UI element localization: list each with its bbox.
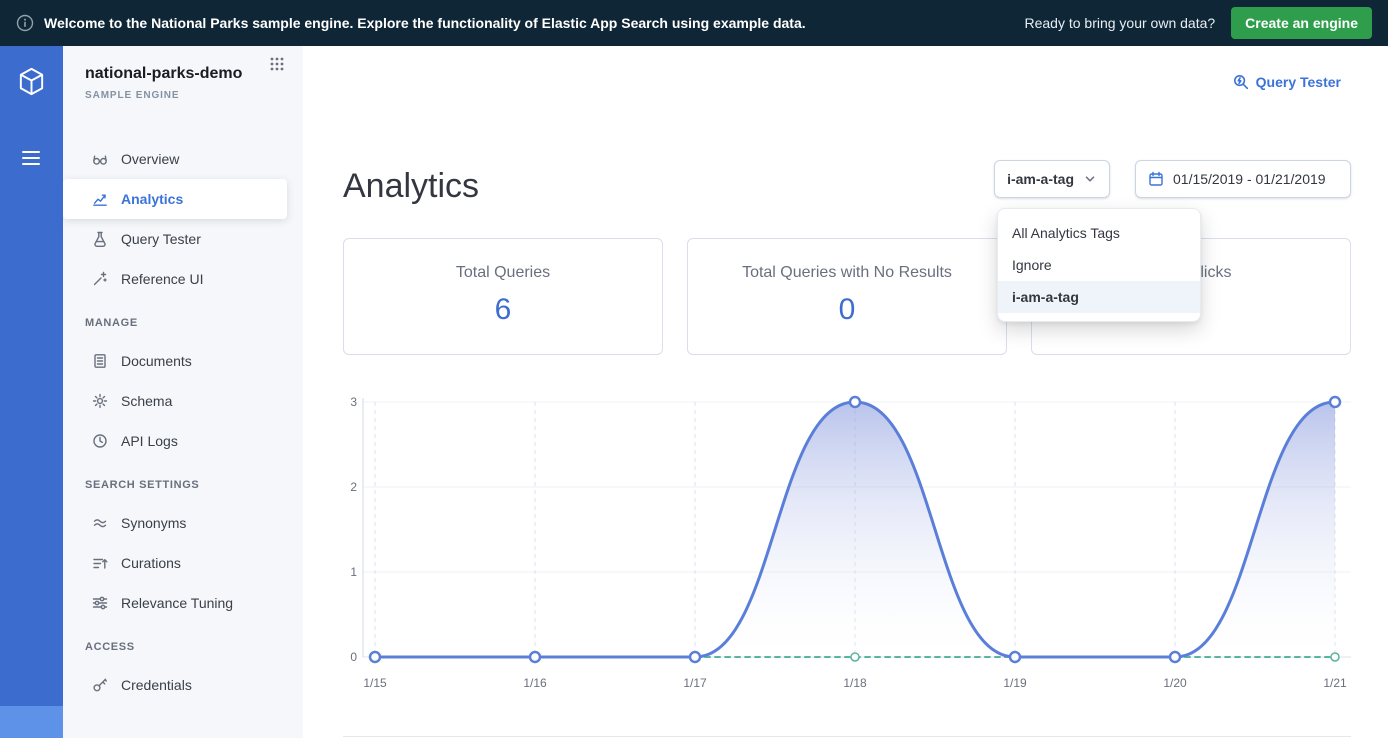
calendar-icon bbox=[1149, 171, 1163, 186]
sidebar-item-label: Curations bbox=[121, 555, 181, 571]
tag-option-ignore[interactable]: Ignore bbox=[1012, 257, 1052, 273]
banner-message: Welcome to the National Parks sample eng… bbox=[44, 15, 806, 31]
tag-filter-value: i-am-a-tag bbox=[1007, 171, 1074, 187]
rail-bottom-tile bbox=[0, 706, 63, 738]
sidebar-item-analytics[interactable]: Analytics bbox=[63, 179, 287, 219]
svg-text:1/18: 1/18 bbox=[843, 676, 867, 690]
sliders-icon bbox=[92, 596, 108, 610]
apps-grid-icon[interactable] bbox=[270, 57, 284, 71]
sidebar-item-api-logs[interactable]: API Logs bbox=[63, 421, 303, 461]
tag-option-all-analytics-tags[interactable]: All Analytics Tags bbox=[1012, 225, 1120, 241]
sidebar-item-label: Schema bbox=[121, 393, 173, 409]
clock-icon bbox=[93, 434, 107, 448]
date-range-value: 01/15/2019 - 01/21/2019 bbox=[1173, 171, 1326, 187]
create-engine-button[interactable]: Create an engine bbox=[1231, 7, 1372, 39]
stat-value: 6 bbox=[494, 293, 512, 326]
query-tester-icon bbox=[1233, 74, 1248, 90]
svg-text:1/20: 1/20 bbox=[1163, 676, 1187, 690]
section-label-search-settings: SEARCH SETTINGS bbox=[85, 479, 200, 491]
app-rail bbox=[0, 46, 63, 738]
analytics-line-chart: 0 1 2 3 1/15 1/16 1/17 1/18 1/19 1/20 1/21 bbox=[343, 388, 1351, 704]
sidebar-item-label: Relevance Tuning bbox=[121, 595, 234, 611]
sidebar-item-synonyms[interactable]: Synonyms bbox=[63, 503, 303, 543]
sidebar-item-relevance-tuning[interactable]: Relevance Tuning bbox=[63, 583, 303, 623]
section-label-access: ACCESS bbox=[85, 641, 135, 653]
documents-icon bbox=[94, 354, 106, 368]
chevron-down-icon bbox=[1085, 176, 1095, 182]
welcome-banner: Welcome to the National Parks sample eng… bbox=[0, 0, 1388, 46]
tilde-icon bbox=[93, 519, 107, 528]
sidebar-item-schema[interactable]: Schema bbox=[63, 381, 303, 421]
svg-text:1/19: 1/19 bbox=[1003, 676, 1027, 690]
stat-label: Total Queries bbox=[455, 264, 551, 281]
tag-option-i-am-a-tag[interactable]: i-am-a-tag bbox=[998, 281, 1200, 313]
sidebar: national-parks-demo SAMPLE ENGINE Overvi… bbox=[63, 46, 303, 738]
sidebar-item-label: API Logs bbox=[121, 433, 178, 449]
chart-canvas: 0 1 2 3 1/15 1/16 1/17 1/18 1/19 1/20 1/21 bbox=[350, 395, 1351, 690]
svg-text:1/21: 1/21 bbox=[1323, 676, 1347, 690]
stat-label: Total Queries with No Results bbox=[742, 264, 952, 281]
key-icon bbox=[93, 678, 107, 692]
beaker-icon bbox=[94, 231, 106, 247]
engine-name: national-parks-demo bbox=[85, 65, 243, 82]
app-search-logo-icon[interactable] bbox=[16, 66, 47, 97]
sidebar-item-label: Reference UI bbox=[121, 271, 204, 287]
stat-card-no-results: Total Queries with No Results 0 bbox=[687, 238, 1007, 355]
query-tester-link-label: Query Tester bbox=[1255, 74, 1341, 90]
svg-text:2: 2 bbox=[350, 480, 357, 494]
sidebar-item-label: Documents bbox=[121, 353, 192, 369]
sidebar-item-label: Credentials bbox=[121, 677, 192, 693]
sidebar-item-documents[interactable]: Documents bbox=[63, 341, 303, 381]
sidebar-item-credentials[interactable]: Credentials bbox=[63, 665, 303, 705]
tag-filter-dropdown[interactable]: i-am-a-tag bbox=[994, 160, 1110, 198]
svg-text:1/17: 1/17 bbox=[683, 676, 707, 690]
banner-cta-prompt: Ready to bring your own data? bbox=[1024, 15, 1216, 31]
svg-text:1/15: 1/15 bbox=[363, 676, 387, 690]
analytics-controls: i-am-a-tag 01/15/2019 - 01/21/2019 bbox=[994, 160, 1351, 198]
sidebar-item-label: Analytics bbox=[121, 191, 184, 207]
engine-type-badge: SAMPLE ENGINE bbox=[85, 90, 180, 101]
sidebar-item-overview[interactable]: Overview bbox=[63, 139, 303, 179]
next-section-divider bbox=[343, 736, 1351, 737]
sidebar-item-query-tester[interactable]: Query Tester bbox=[63, 219, 303, 259]
sidebar-item-curations[interactable]: Curations bbox=[63, 543, 303, 583]
svg-text:1/16: 1/16 bbox=[523, 676, 547, 690]
svg-text:1: 1 bbox=[350, 565, 357, 579]
info-icon bbox=[16, 14, 34, 32]
svg-text:0: 0 bbox=[350, 650, 357, 664]
sort-ascending-icon bbox=[93, 558, 108, 569]
section-label-manage: MANAGE bbox=[85, 317, 138, 329]
gear-icon bbox=[92, 393, 108, 409]
tag-filter-popover: All Analytics Tags Ignore i-am-a-tag bbox=[997, 208, 1201, 322]
sidebar-item-label: Overview bbox=[121, 151, 180, 167]
date-range-picker[interactable]: 01/15/2019 - 01/21/2019 bbox=[1135, 160, 1351, 198]
menu-toggle-button[interactable] bbox=[22, 151, 40, 165]
sidebar-item-label: Query Tester bbox=[121, 231, 201, 247]
svg-text:3: 3 bbox=[350, 395, 357, 409]
stat-value: 0 bbox=[838, 293, 856, 326]
sidebar-item-label: Synonyms bbox=[121, 515, 187, 531]
stat-card-total-queries: Total Queries 6 bbox=[343, 238, 663, 355]
chart-icon bbox=[93, 194, 107, 206]
query-tester-link[interactable]: Query Tester bbox=[1233, 74, 1341, 90]
page-title: Analytics bbox=[343, 167, 480, 205]
glasses-icon bbox=[93, 155, 107, 165]
sidebar-nav: Overview Analytics Query Tester Referenc… bbox=[63, 139, 303, 705]
wand-icon bbox=[93, 271, 107, 286]
sidebar-item-reference-ui[interactable]: Reference UI bbox=[63, 259, 303, 299]
